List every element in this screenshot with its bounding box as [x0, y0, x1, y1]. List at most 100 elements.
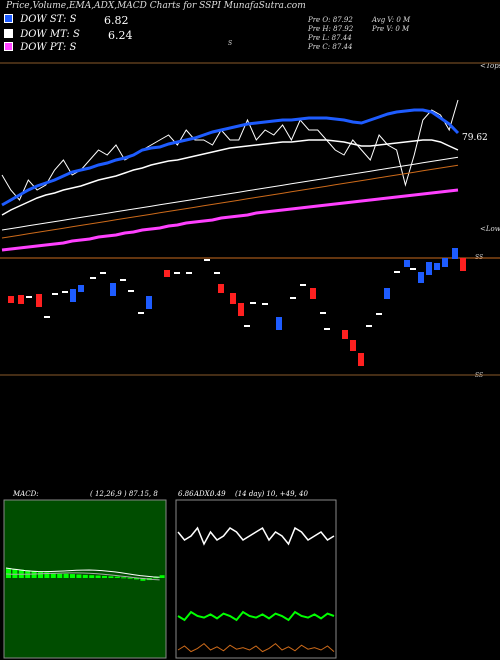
- macd-value: 6.86: [178, 490, 194, 498]
- candle: [204, 259, 210, 261]
- tops-label: <Tops: [480, 62, 500, 70]
- macd-bar: [57, 573, 63, 578]
- legend-label: DOW PT: S: [20, 42, 77, 53]
- candle: [244, 325, 250, 327]
- adx-value: 0.49: [210, 490, 226, 498]
- candle: [300, 284, 306, 286]
- candle: [62, 291, 68, 293]
- avg-volume: Avg V: 0 M: [372, 16, 411, 24]
- legend-swatch-white: [4, 29, 13, 38]
- macd-bar: [108, 576, 114, 578]
- macd-line: [5, 567, 160, 578]
- legend-label: DOW ST: S: [20, 14, 77, 25]
- candle: [52, 293, 58, 295]
- macd-bar: [153, 577, 159, 579]
- lows-label: <Lows: [480, 225, 500, 233]
- candle: [394, 271, 400, 273]
- macd-bar: [134, 578, 139, 580]
- macd-bar: [70, 574, 75, 578]
- macd-bar: [82, 574, 88, 578]
- top-marker: S: [228, 40, 233, 47]
- candle: [26, 296, 32, 298]
- macd-bar: [140, 578, 146, 581]
- candle: [186, 272, 192, 274]
- ema-orange: [1, 164, 459, 239]
- series-2: [1, 139, 459, 216]
- candle: [324, 328, 330, 330]
- macd-bar: [127, 577, 133, 579]
- candle: [70, 289, 76, 302]
- legend-value: 6.24: [108, 29, 133, 42]
- macd-bar: [44, 572, 50, 578]
- candle: [442, 258, 448, 267]
- macd-params: ( 12,26,9 ) 87.15, 8: [90, 490, 158, 498]
- macd-bar: [121, 577, 127, 579]
- macd-bar: [50, 573, 56, 578]
- candle: [230, 293, 236, 304]
- candle: [320, 312, 326, 314]
- prev-volume: Pre V: 0 M: [372, 25, 410, 33]
- adx-label: ADX:: [194, 490, 213, 498]
- macd-bar: [89, 575, 95, 578]
- adx-lines: [177, 526, 335, 653]
- candle: [426, 262, 432, 275]
- legend-value: 6.82: [104, 14, 129, 27]
- candle: [366, 325, 372, 327]
- macd-bar: [63, 573, 69, 578]
- series-3: [1, 188, 459, 252]
- candle: [250, 302, 256, 304]
- prev-low: Pre L: 87.44: [308, 34, 352, 42]
- candle: [262, 303, 268, 305]
- legend-dow-mt: DOW MT: S 6.24: [4, 29, 133, 42]
- candle: [358, 353, 364, 366]
- candle: [290, 297, 296, 299]
- macd-bar: [6, 568, 11, 578]
- candle: [120, 279, 126, 281]
- legend-dow-pt: DOW PT: S: [4, 42, 76, 53]
- candle: [8, 296, 14, 303]
- adx-panel: [175, 499, 337, 659]
- candle: [452, 248, 458, 259]
- legend-label: DOW MT: S: [20, 29, 80, 40]
- macd-label: MACD:: [13, 490, 39, 498]
- macd-bar: [12, 568, 18, 578]
- macd-bar: [114, 576, 120, 578]
- signal-line: [5, 572, 160, 581]
- macd-panel: [3, 499, 167, 659]
- adx-params: (14 day) 10, +49, 40: [235, 490, 308, 498]
- candle: [214, 272, 220, 274]
- adx-series-0: [177, 526, 335, 546]
- candle: [238, 303, 244, 316]
- macd-bar: [159, 575, 165, 578]
- legend-swatch-magenta: [4, 42, 13, 51]
- candle: [310, 288, 316, 299]
- candle: [404, 260, 410, 267]
- legend-swatch-blue: [4, 14, 13, 23]
- candle: [460, 258, 466, 271]
- prev-open: Pre O: 87.92: [308, 16, 353, 24]
- candle: [128, 290, 134, 292]
- candle: [146, 296, 152, 309]
- macd-bar: [102, 575, 107, 578]
- candle: [218, 284, 224, 293]
- candle: [350, 340, 356, 351]
- macd-bar: [76, 574, 82, 578]
- candle: [78, 285, 84, 292]
- last-price-label: 79.62: [462, 133, 488, 143]
- ema-thin: [1, 156, 459, 231]
- candle: [376, 313, 382, 315]
- macd-bars: [5, 567, 165, 581]
- series-1: [1, 108, 460, 207]
- candle: [100, 272, 106, 274]
- prev-high: Pre H: 87.92: [308, 25, 354, 33]
- candle: [410, 268, 416, 270]
- candle: [18, 295, 24, 304]
- macd-bar: [38, 572, 43, 578]
- adx-series-1: [177, 610, 335, 622]
- legend-dow-st: DOW ST: S 6.82: [4, 14, 129, 27]
- candle: [36, 294, 42, 307]
- candle: [164, 270, 170, 277]
- candle: [44, 316, 50, 318]
- candle: [342, 330, 348, 339]
